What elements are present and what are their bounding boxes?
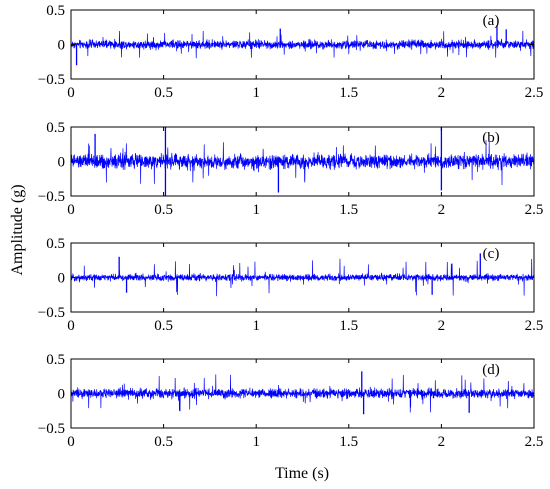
x-tick-label: 1 [252, 202, 260, 218]
x-tick-label: 2 [438, 318, 446, 334]
x-tick-label: 1 [252, 318, 260, 334]
y-tick-label: −0.5 [38, 305, 65, 321]
y-tick-label: −0.5 [38, 421, 65, 437]
signal-trace [71, 374, 534, 413]
x-tick-label: 1.5 [339, 85, 358, 101]
y-tick-label: 0.5 [46, 352, 65, 368]
x-tick-label: 2 [438, 85, 446, 101]
panel-c: 0 0.5 1 1.5 2 2.50.50−0.5(c) [38, 236, 544, 334]
x-tick-label: 2.5 [525, 202, 544, 218]
x-tick-label: 0 [67, 202, 75, 218]
x-tick-label: 0 [67, 434, 75, 450]
x-tick-label: 1 [252, 434, 260, 450]
y-tick-label: 0 [58, 271, 66, 287]
x-tick-label: 0.5 [154, 202, 173, 218]
x-tick-label: 2.5 [525, 434, 544, 450]
x-tick-label: 1.5 [339, 202, 358, 218]
panel-d: 0 0.5 1 1.5 2 2.50.50−0.5(d) [38, 352, 544, 450]
x-axis-label: Time (s) [275, 465, 329, 482]
x-tick-label: 0.5 [154, 318, 173, 334]
x-tick-label: 1.5 [339, 318, 358, 334]
x-tick-label: 0.5 [154, 434, 173, 450]
x-tick-label: 1 [252, 85, 260, 101]
x-tick-label: 0 [67, 85, 75, 101]
panel-label: (b) [482, 130, 500, 146]
x-tick-label: 1.5 [339, 434, 358, 450]
signal-trace [71, 140, 534, 185]
y-tick-label: 0.5 [46, 236, 65, 252]
x-tick-label: 0 [67, 318, 75, 334]
panel-label: (d) [482, 362, 500, 378]
x-tick-label: 0.5 [154, 85, 173, 101]
y-tick-label: 0.5 [46, 120, 65, 136]
x-tick-label: 2 [438, 434, 446, 450]
panel-label: (a) [483, 13, 500, 29]
y-tick-label: −0.5 [38, 189, 65, 205]
signal-trace [71, 258, 534, 297]
x-tick-label: 2.5 [525, 85, 544, 101]
panel-label: (c) [483, 246, 500, 262]
y-tick-label: 0 [58, 38, 66, 54]
panel-b: 0 0.5 1 1.5 2 2.50.50−0.5(b) [38, 120, 544, 218]
y-axis-label: Amplitude (g) [9, 184, 26, 275]
y-tick-label: −0.5 [38, 72, 65, 88]
x-tick-label: 2.5 [525, 318, 544, 334]
panel-a: 0 0.5 1 1.5 2 2.50.50−0.5(a) [38, 3, 544, 101]
y-tick-label: 0.5 [46, 3, 65, 19]
signal-trace [71, 30, 534, 59]
panels: 0 0.5 1 1.5 2 2.50.50−0.5(a)0 0.5 1 1.5 2 2.50.50−… [38, 3, 544, 450]
x-tick-label: 2 [438, 202, 446, 218]
y-tick-label: 0 [58, 155, 66, 171]
y-tick-label: 0 [58, 387, 66, 403]
